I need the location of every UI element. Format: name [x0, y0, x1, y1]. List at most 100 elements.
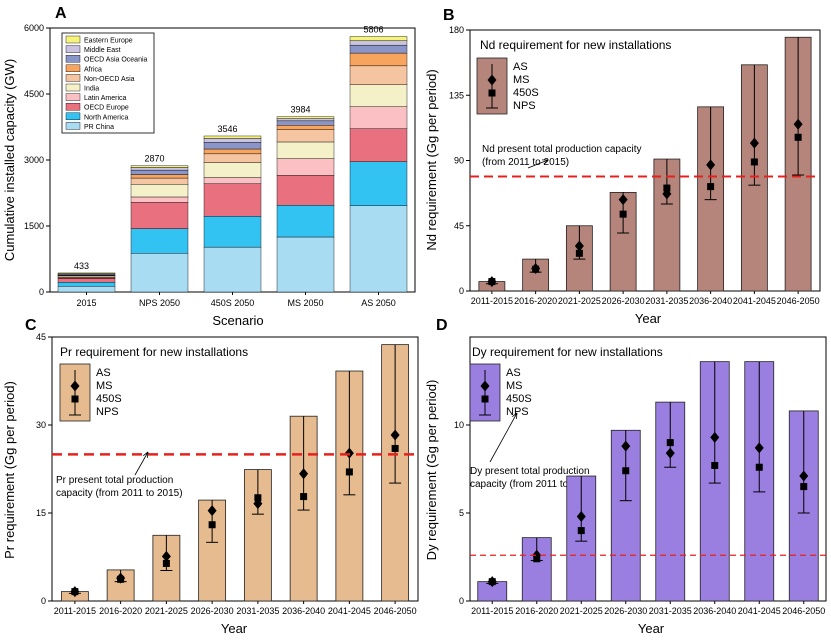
panel-b: B Nd requirement for new installations N… — [424, 7, 821, 326]
note-b-line1: Nd present total production capacity — [482, 144, 642, 155]
marker-ms — [749, 137, 759, 149]
legend-label: PR China — [84, 124, 114, 131]
y-tick-label-a: 0 — [39, 287, 44, 297]
x-tick-label: 2016-2020 — [99, 606, 142, 616]
stack-segment-oecd-asia-oceania — [349, 44, 408, 54]
x-tick-label-a: AS 2050 — [361, 298, 396, 308]
stack-segment-oecd-asia-oceania — [203, 142, 262, 150]
legend-swatch — [65, 112, 81, 121]
x-tick-label: 2046-2050 — [777, 296, 820, 306]
stack-segment-africa — [276, 125, 335, 130]
stack-segment-north-america — [276, 205, 335, 238]
x-axis-label-c: Year — [221, 621, 248, 636]
stack-segment-non-oecd-asia — [276, 129, 335, 143]
marker-ms — [161, 550, 171, 562]
stack-segment-eastern-europe — [276, 116, 335, 119]
stack-segment-eastern-europe — [130, 165, 189, 168]
stack-segment-oecd-europe — [276, 175, 335, 206]
stack-segment-middle-east — [203, 138, 262, 143]
legend-label: OECD Asia Oceania — [84, 57, 148, 64]
chart-title-c: Pr requirement for new installations — [60, 345, 248, 359]
marker-450s — [711, 461, 719, 469]
x-axis-label-a: Scenario — [212, 313, 263, 328]
stack-segment-pr-china — [130, 253, 189, 293]
stack-segment-oecd-europe — [349, 128, 408, 162]
stack-segment-africa — [349, 52, 408, 67]
x-tick-label: 2011-2015 — [54, 606, 96, 616]
stack-segment-latin-america — [130, 196, 189, 203]
stack-segment-oecd-europe — [130, 202, 189, 229]
x-tick-label: 2011-2015 — [471, 606, 513, 616]
bar-total-label: 5806 — [363, 25, 383, 35]
legend-label: India — [84, 86, 99, 93]
marker-450s — [663, 184, 671, 192]
stack-segment-pr-china — [203, 246, 262, 293]
stack-segment-india — [203, 162, 262, 178]
x-tick-label: 2041-2045 — [738, 606, 781, 616]
y-axis-label-a: Cumulative installed capacity (GW) — [2, 59, 17, 261]
x-tick-label: 2026-2030 — [602, 296, 645, 306]
note-arrow — [489, 412, 518, 463]
stack-segment-oecd-asia-oceania — [130, 169, 189, 175]
x-tick-label: 2031-2035 — [236, 606, 279, 616]
legend-square — [488, 89, 496, 97]
x-tick-label: 2021-2025 — [560, 606, 603, 616]
stack-segment-middle-east — [276, 118, 335, 122]
legend-swatch — [65, 102, 81, 111]
legend-swatch — [65, 74, 81, 82]
marker-ms — [576, 511, 586, 523]
stack-segment-north-america — [57, 282, 116, 287]
legend-label: OECD Europe — [84, 105, 129, 112]
legend-diamond — [480, 380, 490, 392]
plot-frame-d — [469, 336, 827, 602]
marker-ms — [710, 431, 720, 443]
stack-segment-non-oecd-asia — [349, 65, 408, 85]
marker-ms — [793, 118, 803, 130]
y-tick-label: 0 — [459, 596, 464, 606]
x-tick-label-a: MS 2050 — [287, 298, 323, 308]
stack-segment-africa — [130, 174, 189, 179]
x-tick-label: 2016-2020 — [515, 606, 558, 616]
marker-450s — [208, 521, 216, 529]
legend-swatch — [65, 83, 81, 92]
stack-segment-pr-china — [349, 205, 408, 293]
marker-ms — [799, 470, 809, 482]
note-c-line2: capacity (from 2011 to 2015) — [56, 488, 183, 499]
legend-swatch — [65, 93, 81, 101]
legend-label: Middle East — [84, 47, 121, 54]
legend-label: AS — [513, 61, 528, 73]
marker-450s — [755, 463, 763, 471]
legend-swatch — [65, 35, 81, 44]
stack-segment-eastern-europe — [203, 135, 262, 139]
stack-segment-eastern-europe — [57, 272, 116, 274]
marker-450s — [300, 493, 308, 501]
marker-ms — [299, 468, 309, 480]
stack-segment-latin-america — [276, 158, 335, 176]
marker-ms — [207, 505, 217, 517]
x-tick-label: 2046-2050 — [374, 606, 417, 616]
legend-square — [481, 395, 489, 403]
panel-letter-c: C — [25, 317, 37, 334]
y-tick-label: 90 — [454, 156, 464, 166]
y-tick-label: 10 — [454, 420, 464, 430]
chart-title-d: Dy requirement for new installations — [472, 345, 663, 359]
marker-450s — [577, 527, 585, 535]
legend-label: Latin America — [84, 95, 127, 102]
x-tick-label: 2031-2035 — [645, 296, 688, 306]
legend-swatch — [65, 45, 81, 53]
note-arrow — [134, 451, 149, 476]
panel-a: A Cumulative installed capacity (GW) Sce… — [2, 5, 416, 328]
bar-total-label: 2870 — [144, 154, 164, 164]
bar-total-label: 3546 — [217, 124, 237, 134]
stack-segment-india — [130, 183, 189, 198]
bar-total-label: 433 — [74, 261, 89, 271]
y-tick-label: 0 — [41, 596, 46, 606]
legend-label: MS — [96, 380, 113, 392]
x-tick-label-a: NPS 2050 — [139, 298, 180, 308]
x-tick-label-a: 2015 — [76, 298, 96, 308]
y-tick-label-a: 6000 — [24, 23, 44, 33]
marker-ms — [618, 194, 628, 206]
legend-diamond — [70, 380, 80, 392]
x-tick-label: 2021-2025 — [558, 296, 601, 306]
